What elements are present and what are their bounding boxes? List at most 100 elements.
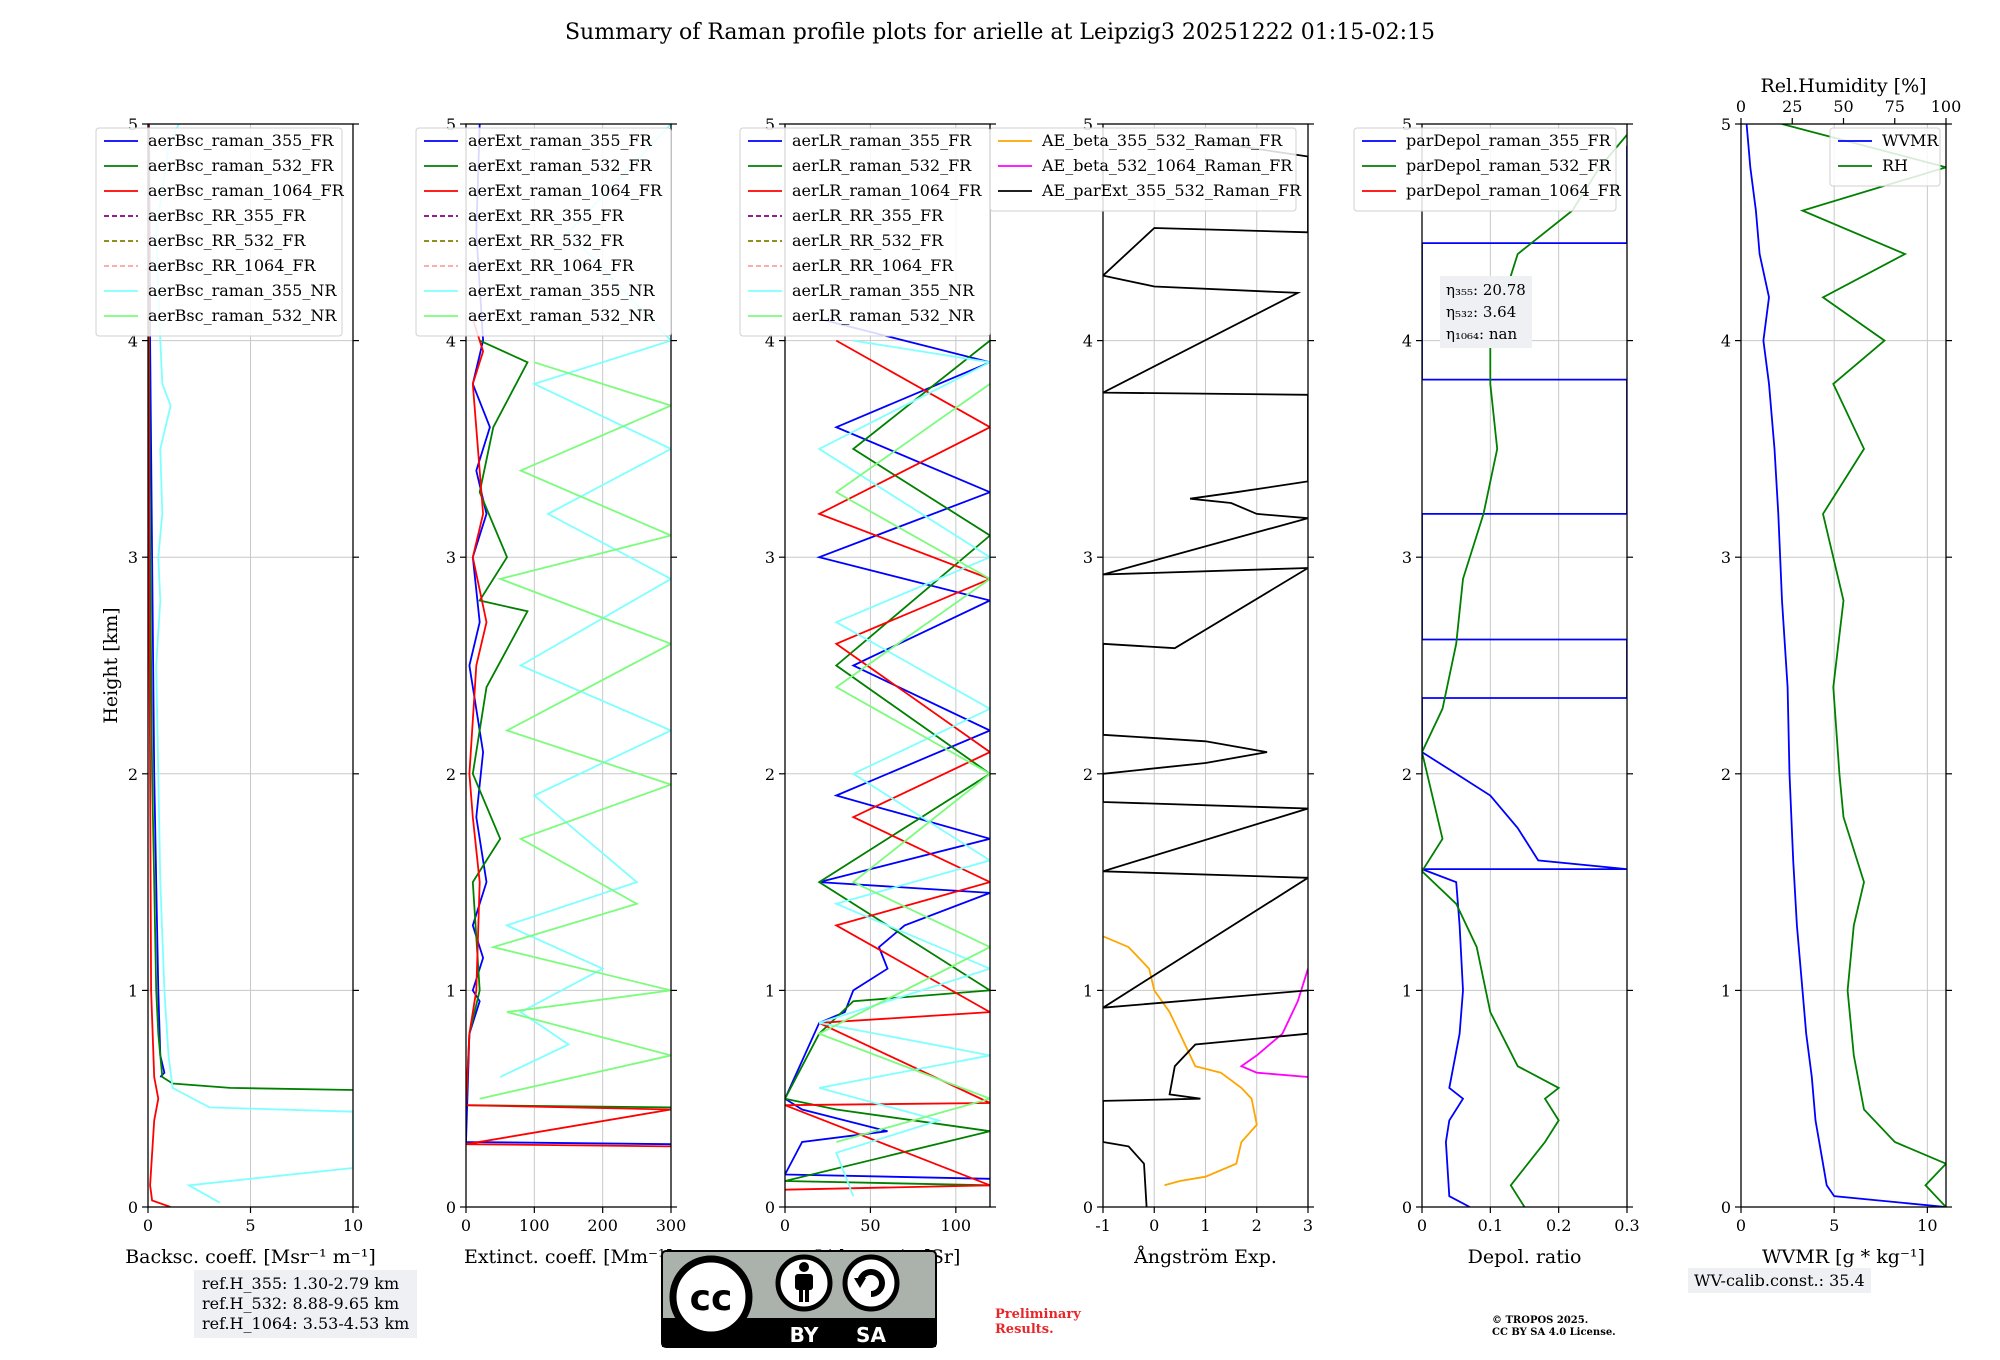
- series-line-aerLR_raman_355_NR: [817, 339, 990, 1197]
- y-tick-label: 3: [765, 548, 775, 567]
- reference-height-box: ref.H_355: 1.30-2.79 km ref.H_532: 8.88-…: [194, 1270, 418, 1338]
- legend: WVMR RH: [1829, 127, 1941, 187]
- x-tick-label: 10: [343, 1216, 363, 1235]
- legend-label: aerLR_RR_355_FR: [792, 206, 944, 225]
- y-tick-label: 0: [1402, 1198, 1412, 1217]
- x-tick-label: 100: [941, 1216, 972, 1235]
- y-tick-label: 4: [1083, 332, 1093, 351]
- legend-label: parDepol_raman_1064_FR: [1406, 181, 1622, 200]
- series-group: [148, 124, 353, 1207]
- panel-lidar_ratio: 050100012345Lidar ratio [Sr]aerLR_raman_…: [739, 115, 996, 1268]
- series-line-aerLR_raman_532_FR: [785, 339, 990, 1187]
- panel-extinction: 0 100 200 300 0 1 2 3 4 5 Extinct. coeff. [Mm⁻¹] ae…: [415, 115, 686, 1268]
- legend-label: aerExt_RR_355_FR: [468, 206, 625, 225]
- legend: AE_beta_355_532_Raman_FR AE_beta_532_1064…: [989, 127, 1302, 212]
- x-tick-label: 100: [519, 1216, 550, 1235]
- legend: aerBsc_raman_355_FR aerBsc_raman_532_FRae…: [95, 127, 345, 337]
- y-tick-label: 0: [128, 1198, 138, 1217]
- y-tick-label: 1: [1402, 981, 1412, 1000]
- legend-label: aerBsc_raman_1064_FR: [148, 181, 345, 200]
- legend-label: aerLR_RR_1064_FR: [792, 256, 954, 275]
- x-axis-label: Ångström Exp.: [1133, 1246, 1277, 1268]
- eta-532: η₅₃₂: 3.64: [1446, 303, 1517, 321]
- x-tick-label: 5: [245, 1216, 255, 1235]
- legend-box: [1829, 127, 1941, 187]
- y-tick-label: 4: [128, 332, 138, 351]
- y-tick-label: 0: [1083, 1198, 1093, 1217]
- series-line-aerExt_raman_532_FR: [466, 339, 671, 1109]
- legend-label: RH: [1882, 156, 1908, 175]
- series-line-aerLR_raman_532_NR: [816, 383, 990, 1143]
- series-group: [466, 124, 671, 1148]
- y-tick-label: 3: [1083, 548, 1093, 567]
- series-group: [1745, 124, 1946, 1207]
- top-x-tick-label: 50: [1833, 97, 1853, 116]
- y-tick-label: 2: [1402, 765, 1412, 784]
- ref-height-1064: ref.H_1064: 3.53-4.53 km: [202, 1314, 410, 1333]
- legend-label: aerBsc_raman_532_FR: [148, 156, 334, 175]
- series-group: [785, 318, 990, 1197]
- legend: parDepol_raman_355_FR parDepol_raman_532_…: [1353, 127, 1622, 212]
- legend-label: aerLR_raman_532_FR: [792, 156, 972, 175]
- y-tick-label: 1: [128, 981, 138, 1000]
- panel-backscatter: 0 5 10 0 1 2 3 4 5 Backsc. coeff. [Msr⁻¹ m⁻¹] Heig…: [95, 115, 376, 1268]
- y-tick-label: 1: [446, 981, 456, 1000]
- series-line-AE_beta_355_532_Raman_FR: [1103, 935, 1258, 1187]
- legend-label: aerLR_RR_532_FR: [792, 231, 944, 250]
- legend-label: AE_beta_355_532_Raman_FR: [1041, 131, 1283, 150]
- x-tick-label: 0: [1149, 1216, 1159, 1235]
- sa-label: SA: [856, 1323, 886, 1347]
- y-tick-label: 4: [765, 332, 775, 351]
- series-line-aerBsc_raman_355_NR: [155, 124, 353, 1204]
- x-tick-label: -1: [1095, 1216, 1111, 1235]
- series-line-aerExt_raman_355_FR: [466, 124, 671, 1146]
- y-tick-label: 0: [765, 1198, 775, 1217]
- y-tick-label: 4: [1402, 332, 1412, 351]
- y-tick-label: 5: [1083, 115, 1093, 134]
- copyright-line-1: © TROPOS 2025.: [1492, 1315, 1589, 1326]
- legend-label: aerLR_raman_355_FR: [792, 131, 972, 150]
- legend: aerLR_raman_355_FR aerLR_raman_532_FR aerL…: [739, 127, 991, 337]
- series-line-aerBsc_raman_1064_FR: [148, 124, 171, 1207]
- sa-icon: [842, 1254, 900, 1312]
- x-tick-label: 1: [1200, 1216, 1210, 1235]
- eta-1064: η₁₀₆₄: nan: [1446, 325, 1518, 343]
- depol-eta-box: η₃₅₅: 20.78 η₅₃₂: 3.64 η₁₀₆₄: nan: [1440, 276, 1532, 348]
- x-tick-label: 2: [1252, 1216, 1262, 1235]
- legend-label: aerBsc_raman_355_FR: [148, 131, 334, 150]
- y-tick-label: 5: [446, 115, 456, 134]
- ref-height-532: ref.H_532: 8.88-9.65 km: [202, 1294, 400, 1313]
- x-tick-label: 5: [1829, 1216, 1839, 1235]
- series-line-WVMR: [1745, 124, 1946, 1207]
- top-x-tick-label: 75: [1885, 97, 1905, 116]
- y-tick-label: 2: [765, 765, 775, 784]
- wv-calibration-box: WV-calib.const.: 35.4: [1688, 1268, 1871, 1293]
- y-tick-label: 3: [128, 548, 138, 567]
- legend-box: [415, 127, 672, 337]
- legend-label: aerExt_raman_355_NR: [468, 281, 656, 300]
- top-x-tick-label: 100: [1931, 97, 1962, 116]
- y-tick-label: 5: [765, 115, 775, 134]
- series-line-aerExt_raman_355_NR: [499, 124, 671, 1078]
- preliminary-line-2: Results.: [995, 1322, 1054, 1337]
- cc-text: cc: [690, 1278, 733, 1319]
- x-tick-label: 0.3: [1614, 1216, 1639, 1235]
- series-line-aerExt_raman_1064_FR: [466, 318, 671, 1148]
- x-axis-label: Backsc. coeff. [Msr⁻¹ m⁻¹]: [125, 1246, 376, 1268]
- y-tick-label: 4: [446, 332, 456, 351]
- series-line-aerBsc_raman_355_FR: [148, 124, 166, 1078]
- y-tick-label: 2: [446, 765, 456, 784]
- y-tick-label: 1: [765, 981, 775, 1000]
- legend-label: AE_parExt_355_532_Raman_FR: [1041, 181, 1302, 200]
- y-tick-label: 1: [1083, 981, 1093, 1000]
- y-tick-label: 5: [1721, 115, 1731, 134]
- legend-label: aerBsc_RR_1064_FR: [148, 256, 317, 275]
- legend-label: AE_beta_532_1064_Raman_FR: [1041, 156, 1293, 175]
- legend: aerExt_raman_355_FR aerExt_raman_532_FRae…: [415, 127, 672, 337]
- y-tick-label: 2: [1083, 765, 1093, 784]
- top-x-tick-label: 25: [1782, 97, 1802, 116]
- series-group: [1103, 140, 1308, 1207]
- legend-label: aerExt_RR_532_FR: [468, 231, 625, 250]
- legend-label: parDepol_raman_355_FR: [1406, 131, 1612, 150]
